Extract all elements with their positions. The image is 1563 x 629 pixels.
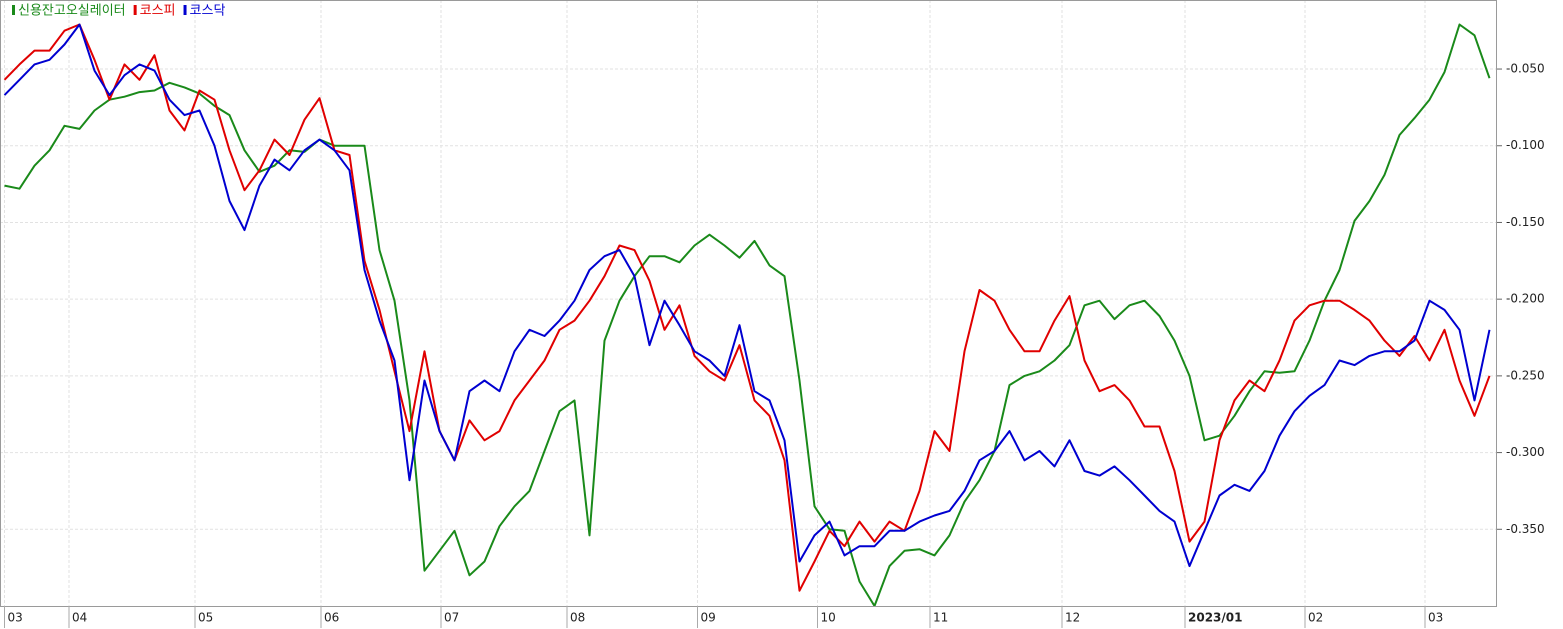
x-tick-label: 2023/01 xyxy=(1188,611,1242,625)
x-tick-label: 12 xyxy=(1065,611,1080,625)
legend-swatch xyxy=(12,5,15,15)
x-tick-label: 09 xyxy=(701,611,716,625)
series-line xyxy=(3,23,1491,568)
axes: -0.050 -0.100 -0.150 -0.200 -0.250 -0.300 -0.3… xyxy=(4,62,1545,628)
y-tick-label: -0.200 xyxy=(1506,292,1545,306)
plot xyxy=(3,23,1491,607)
y-tick-label: -0.250 xyxy=(1506,368,1545,382)
legend-label: 코스닥 xyxy=(190,4,226,19)
plot-frame xyxy=(0,0,1497,607)
x-tick-label: 08 xyxy=(570,611,585,625)
legend: 신용잔고오실레이터 코스피 코스닥 xyxy=(12,4,225,19)
x-tick-label: 03 xyxy=(1428,611,1443,625)
series-line xyxy=(4,23,1491,607)
legend-label: 신용잔고오실레이터 xyxy=(18,4,126,19)
y-tick-label: -0.300 xyxy=(1506,445,1545,459)
x-tick-label: 05 xyxy=(198,611,213,625)
grid xyxy=(0,0,1497,606)
x-tick-label: 11 xyxy=(933,611,948,625)
x-tick-label: 03 xyxy=(8,611,23,625)
y-tick-label: -0.350 xyxy=(1506,522,1545,536)
legend-label: 코스피 xyxy=(140,4,176,19)
y-tick-label: -0.150 xyxy=(1506,215,1545,229)
x-tick-label: 02 xyxy=(1308,611,1323,625)
x-tick-label: 06 xyxy=(324,611,339,625)
series-line xyxy=(3,23,1491,592)
y-tick-label: -0.100 xyxy=(1506,138,1545,152)
y-tick-label: -0.050 xyxy=(1506,62,1545,76)
legend-swatch xyxy=(133,5,137,15)
x-tick-label: 04 xyxy=(72,611,87,625)
legend-swatch xyxy=(183,5,187,15)
x-tick-label: 10 xyxy=(821,611,836,625)
x-tick-label: 07 xyxy=(444,611,459,625)
